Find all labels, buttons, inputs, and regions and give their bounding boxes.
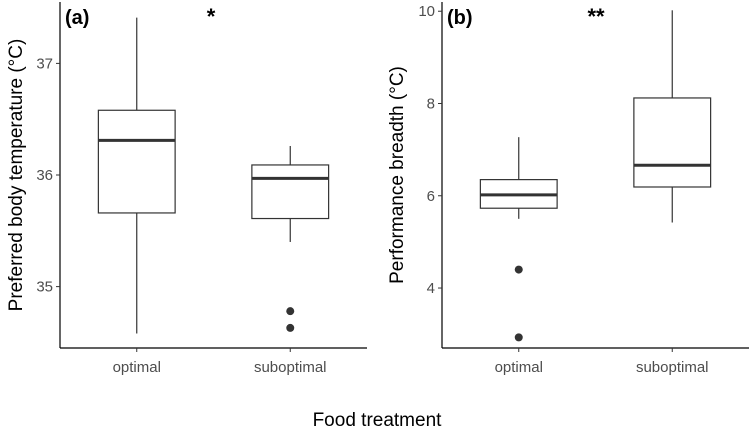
box-optimal bbox=[479, 137, 558, 342]
x-tick-label-suboptimal: suboptimal bbox=[254, 359, 327, 376]
y-tick-label: 37 bbox=[36, 55, 53, 72]
x-tick-label-suboptimal: suboptimal bbox=[636, 359, 709, 376]
x-axis-title: Food treatment bbox=[313, 410, 443, 431]
panel-b: 4 6 8 10 optimal suboptimal Performance breadt… bbox=[387, 2, 749, 376]
y-tick-label: 6 bbox=[427, 188, 435, 205]
y-tick-label: 36 bbox=[36, 167, 53, 184]
panel-label: (b) bbox=[447, 7, 473, 29]
panel-a: 35 36 37 optimal suboptimal Preferred body te… bbox=[6, 2, 367, 376]
significance-marker: ** bbox=[587, 4, 605, 29]
outlier-point bbox=[514, 265, 523, 274]
outlier-point bbox=[286, 323, 295, 332]
box-suboptimal bbox=[251, 145, 330, 332]
y-tick-label: 8 bbox=[427, 95, 435, 112]
y-axis-title: Performance breadth (°C) bbox=[387, 66, 408, 284]
y-tick-label: 4 bbox=[427, 280, 435, 297]
iqr-box bbox=[251, 164, 330, 220]
panel-label: (a) bbox=[65, 7, 89, 29]
outlier-point bbox=[286, 307, 295, 316]
box-suboptimal bbox=[633, 10, 712, 223]
x-tick-label-optimal: optimal bbox=[495, 359, 543, 376]
iqr-box bbox=[97, 109, 176, 214]
y-tick-label: 10 bbox=[418, 3, 435, 20]
significance-marker: * bbox=[207, 4, 216, 29]
box-optimal bbox=[97, 17, 176, 334]
y-axis-title: Preferred body temperature (°C) bbox=[6, 39, 27, 312]
x-tick-label-optimal: optimal bbox=[113, 359, 161, 376]
outlier-point bbox=[514, 333, 523, 342]
iqr-box bbox=[633, 97, 712, 188]
y-tick-label: 35 bbox=[36, 279, 53, 296]
